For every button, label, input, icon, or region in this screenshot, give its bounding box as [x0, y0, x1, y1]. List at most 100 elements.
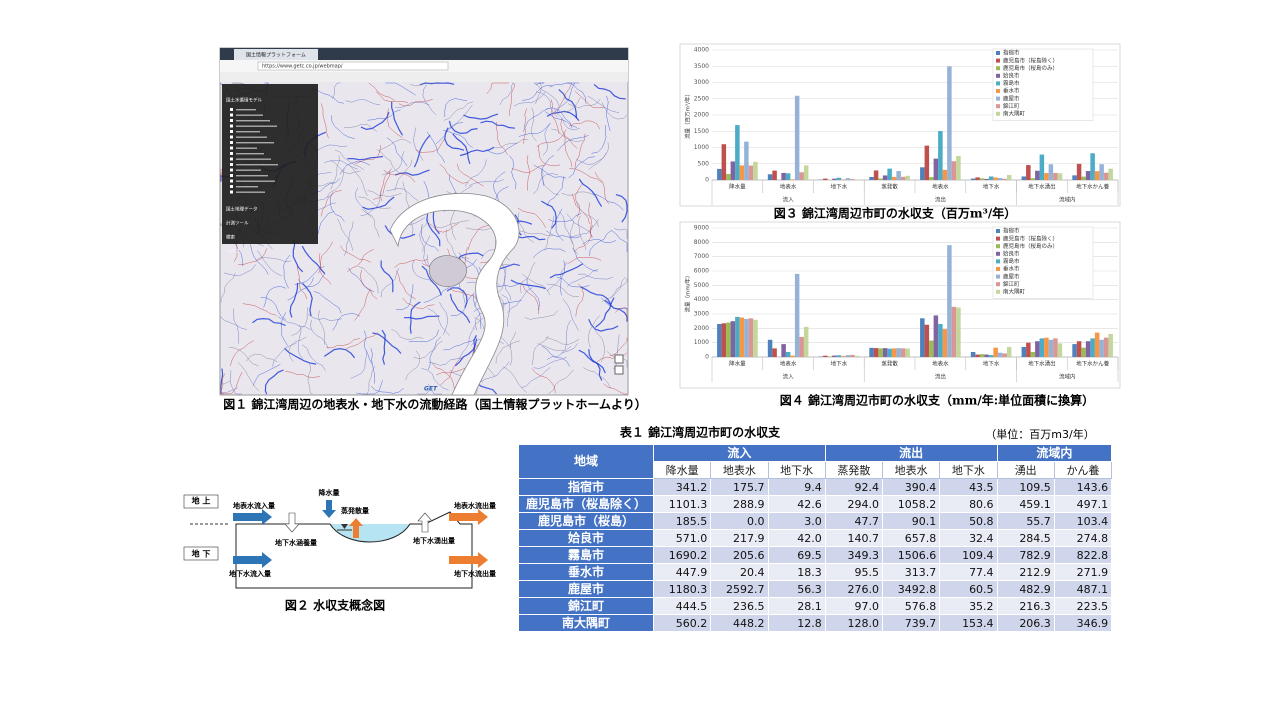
table-cell: 20.4: [710, 563, 769, 581]
bar: [1053, 338, 1058, 357]
river: [569, 219, 599, 238]
legend-swatch: [996, 289, 1000, 294]
river: [611, 230, 628, 253]
bar: [794, 273, 800, 357]
x-tick-label: 地下水: [983, 183, 1000, 191]
river: [326, 168, 345, 198]
river: [435, 122, 464, 145]
table-cell: 77.4: [939, 563, 998, 581]
river: [541, 200, 557, 229]
arrow: [449, 552, 488, 568]
bar: [841, 179, 846, 180]
legend-label: 垂水市: [1003, 87, 1020, 95]
river: [238, 248, 268, 265]
river: [526, 155, 530, 191]
river: [562, 298, 579, 331]
river: [449, 293, 471, 324]
river: [355, 187, 372, 218]
bar: [790, 179, 795, 180]
table-cell: 206.3: [996, 614, 1055, 632]
table-cell: 9.4: [767, 478, 826, 496]
table-row: 鹿児島市（桜島除く） 1101.3 288.9 42.6 294.0 1058.2 80.6…: [518, 495, 1113, 513]
table-cell: 274.8: [1053, 529, 1113, 547]
river: [320, 103, 329, 139]
river: [343, 123, 378, 132]
legend-swatch: [996, 89, 1000, 93]
river: [594, 171, 610, 205]
table-cell: 1180.3: [652, 580, 712, 598]
bar: [823, 178, 828, 180]
table-cell: 69.5: [767, 546, 826, 564]
river: [348, 267, 375, 292]
bar: [1030, 178, 1036, 180]
river: [545, 337, 580, 345]
table-cell: 236.5: [710, 597, 769, 615]
group-label: 流域内: [1059, 196, 1076, 204]
river: [574, 133, 586, 168]
river: [301, 245, 326, 275]
y-tick-label: 4000: [694, 47, 709, 54]
bar: [951, 306, 957, 357]
layer-name: [236, 114, 263, 116]
table-cell: 28.1: [767, 597, 826, 615]
table-cell: 346.9: [1053, 614, 1113, 632]
river: [350, 350, 367, 379]
bar: [905, 348, 910, 357]
river: [450, 205, 456, 240]
bar: [803, 165, 809, 180]
bar: [878, 178, 883, 180]
bar: [1053, 172, 1058, 180]
table-cell: 216.3: [996, 597, 1055, 615]
table-cell: 657.8: [882, 529, 941, 547]
table-title: 表１ 錦江湾周辺市町の水収支: [619, 425, 781, 440]
bar: [717, 168, 722, 180]
concept-diagram: 地 上 地 下 地表水流入量 降水量 蒸発散量 地表水流出量 地下水涵養量 地下…: [183, 488, 496, 589]
row-header: 指宿市: [518, 478, 654, 496]
table-cell: 109.4: [939, 546, 998, 564]
river: [367, 109, 401, 121]
arrow: [233, 509, 272, 525]
river: [423, 283, 454, 303]
table-cell: 103.4: [1053, 512, 1113, 530]
bar: [947, 66, 952, 180]
table-cell: 313.7: [882, 563, 941, 581]
river: [561, 319, 572, 354]
river: [250, 244, 269, 275]
legend-label: 鹿屋市: [1003, 94, 1020, 102]
subheader-cell: 蒸発散: [824, 461, 884, 479]
river: [391, 101, 404, 136]
river: [444, 127, 465, 151]
row-header: 錦江町: [518, 597, 654, 615]
table-cell: 92.4: [824, 478, 884, 496]
bar: [772, 348, 777, 357]
tab-bar: [220, 48, 628, 60]
river: [347, 249, 374, 272]
bar: [896, 348, 901, 357]
logo: GET: [424, 386, 438, 393]
river: [361, 208, 380, 238]
x-tick-label: 地下水: [983, 360, 1000, 368]
river: [223, 264, 256, 276]
bar: [988, 176, 994, 180]
bar: [988, 355, 994, 357]
legend-label: 鹿児島市（桜島のみ）: [1003, 64, 1058, 72]
river: [509, 155, 517, 190]
river: [519, 261, 536, 294]
river: [332, 82, 341, 99]
table-cell: 43.5: [939, 478, 998, 496]
river: [380, 267, 400, 298]
river: [370, 348, 376, 384]
y-tick-label: 0: [705, 354, 709, 361]
river: [318, 253, 332, 285]
bar: [799, 172, 804, 180]
river: [601, 277, 626, 302]
x-tick-label: 降水量: [729, 183, 746, 191]
table-cell: 782.9: [996, 546, 1055, 564]
bar: [744, 319, 749, 357]
river: [434, 220, 470, 229]
legend-swatch: [996, 104, 1000, 109]
river: [291, 307, 308, 336]
river: [370, 385, 404, 394]
river: [594, 329, 606, 363]
bar: [956, 155, 961, 180]
